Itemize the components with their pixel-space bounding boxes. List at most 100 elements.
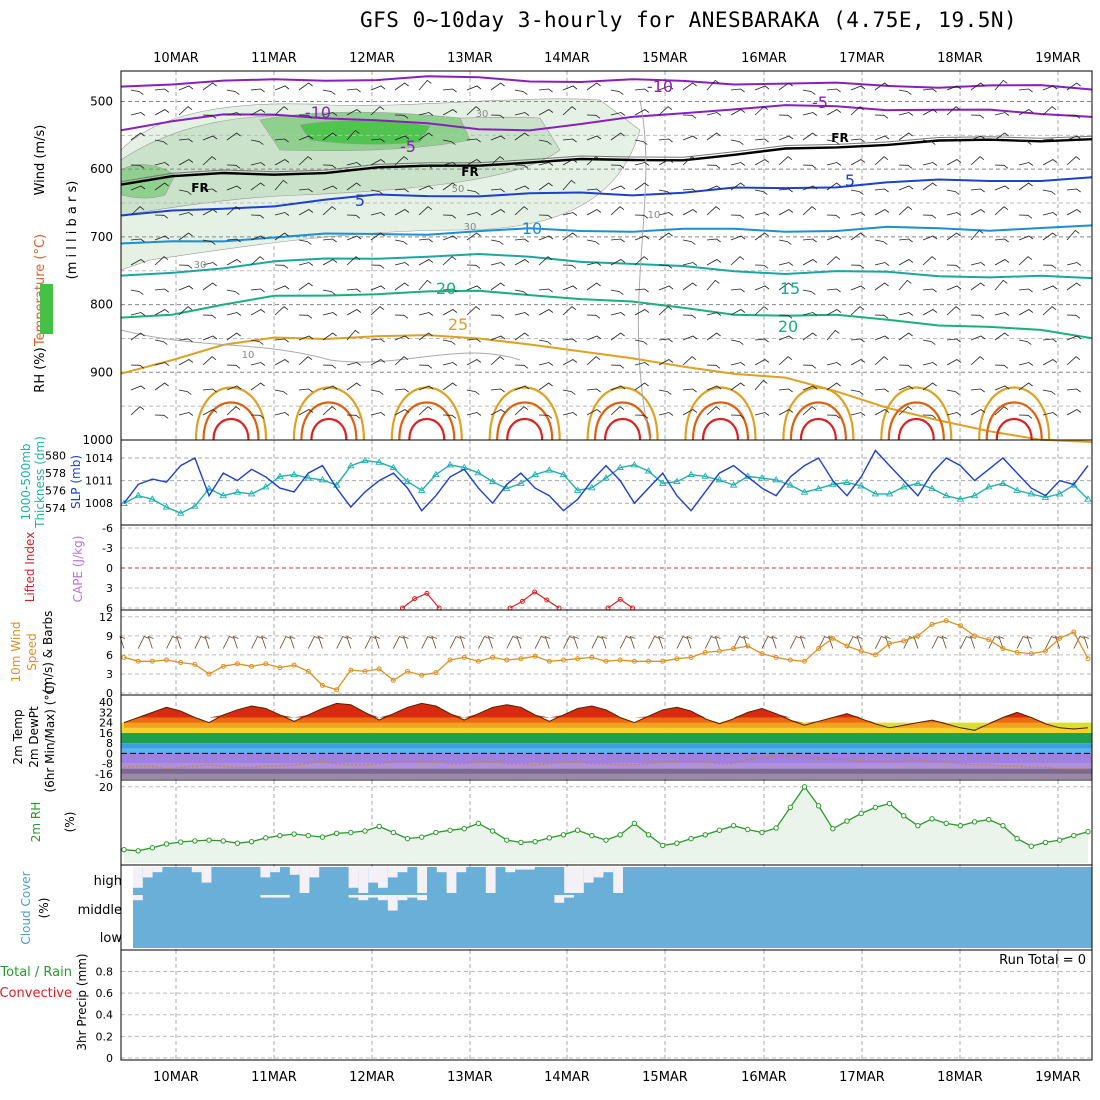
wind-barb [178, 159, 194, 166]
wind-barb [1018, 362, 1034, 366]
wind-barb [586, 209, 602, 216]
wind-barb [322, 406, 337, 416]
thickness-point [602, 474, 610, 481]
wind-barb [322, 112, 338, 116]
wind-barb [802, 89, 816, 95]
y-axis-label: 1000-500mb [19, 443, 33, 520]
wind-barb [802, 289, 816, 295]
wind-barb [733, 636, 745, 649]
y-tick-label: 16 [99, 727, 113, 740]
wind-barb [442, 414, 457, 419]
wind-barb [850, 306, 865, 316]
wind-barb [298, 388, 313, 393]
wind-speed-point [1042, 648, 1048, 654]
contour-label: 20 [436, 279, 456, 298]
date-label-top: 10MAR [153, 51, 199, 66]
thickness-point [517, 479, 525, 486]
wind-barb [178, 232, 193, 241]
wind-barb [1018, 339, 1032, 345]
slp-line [123, 449, 1089, 512]
wind-barb [1066, 388, 1081, 393]
wind-barb [370, 85, 386, 91]
rh-contour [120, 329, 521, 363]
wind-barb [610, 164, 625, 169]
thickness-point [318, 475, 327, 483]
wind-barb [922, 414, 937, 419]
wind-barb [874, 209, 890, 216]
wind-barb [826, 382, 841, 391]
mid-cloud-gap [260, 895, 271, 898]
wind-barb [826, 182, 841, 191]
wind-barb [130, 332, 145, 341]
wind-barb [946, 138, 961, 143]
lifted-index-point [544, 597, 550, 603]
high-cloud-gap [289, 867, 300, 875]
rh-point [489, 828, 496, 834]
wind-barb [874, 239, 888, 245]
wind-barb [778, 314, 793, 319]
wind-barb [913, 635, 920, 649]
wind-barb [250, 309, 266, 316]
wind-barb [730, 339, 744, 345]
wind-barb [346, 88, 361, 93]
rh-point [844, 818, 850, 824]
contour-label: 5 [355, 191, 365, 210]
wind-barb [466, 85, 482, 91]
rh-point [1085, 829, 1091, 835]
rh-point [390, 829, 397, 836]
wind-barb [658, 106, 673, 116]
wind-barb [322, 164, 337, 169]
y-axis-label: Lifted Index [23, 532, 37, 603]
wind-barb [619, 636, 632, 649]
wind-barb [634, 182, 649, 191]
wind-speed-point [546, 658, 552, 664]
thickness-point [928, 484, 936, 492]
wind-barb [1066, 82, 1081, 91]
wind-barb [826, 139, 840, 145]
wind-barb [610, 385, 626, 391]
wind-barb [466, 412, 482, 416]
mid-cloud-gap [133, 895, 143, 901]
warm-cell-contour [398, 401, 456, 441]
wind-barb [874, 262, 890, 266]
wind-barb [946, 106, 961, 116]
wind-barb [610, 332, 625, 341]
wind-barb [370, 159, 386, 166]
thickness-point [644, 467, 653, 474]
wind-speed-point [986, 637, 992, 643]
date-label-bottom: 19MAR [1035, 1070, 1081, 1085]
high-cloud-gap [456, 867, 467, 873]
wind-barb [850, 264, 865, 269]
wind-barb [466, 264, 481, 269]
date-label-bottom: 12MAR [349, 1070, 395, 1085]
wind-barb [706, 259, 722, 266]
precip-panel: 0 0.2 0.4 0.6 0.8 Run Total = 0 Total / Rain Co… [0, 953, 1092, 1065]
high-cloud-gap [593, 867, 604, 878]
wind-barb [490, 409, 506, 416]
warm-cell-contour [488, 386, 561, 441]
wind-barb [466, 212, 482, 216]
thickness-point [899, 483, 908, 490]
wind-barb [658, 412, 674, 416]
wind-barb [898, 112, 914, 116]
wind-barb [706, 312, 722, 316]
wind-barb [610, 112, 626, 116]
wind-speed-line [123, 619, 1089, 691]
wind-barb [490, 114, 505, 119]
wind-barb [634, 339, 648, 345]
wind-speed-point [1085, 656, 1091, 662]
thickness-point [261, 483, 270, 490]
wind-speed-point [716, 648, 722, 654]
wind-barb [706, 332, 721, 341]
date-label-top: 15MAR [642, 51, 688, 66]
thickness-point [715, 475, 724, 483]
wind-barb [538, 362, 554, 366]
wind-barb [658, 159, 674, 166]
rh-point [433, 829, 439, 836]
wind-barb [490, 239, 504, 245]
y-tick-label: 0.2 [96, 1030, 114, 1043]
wind-barb [572, 635, 579, 649]
wind-speed-point [362, 668, 368, 674]
warm-cell-contour [496, 401, 554, 441]
wind-barb [601, 635, 608, 649]
